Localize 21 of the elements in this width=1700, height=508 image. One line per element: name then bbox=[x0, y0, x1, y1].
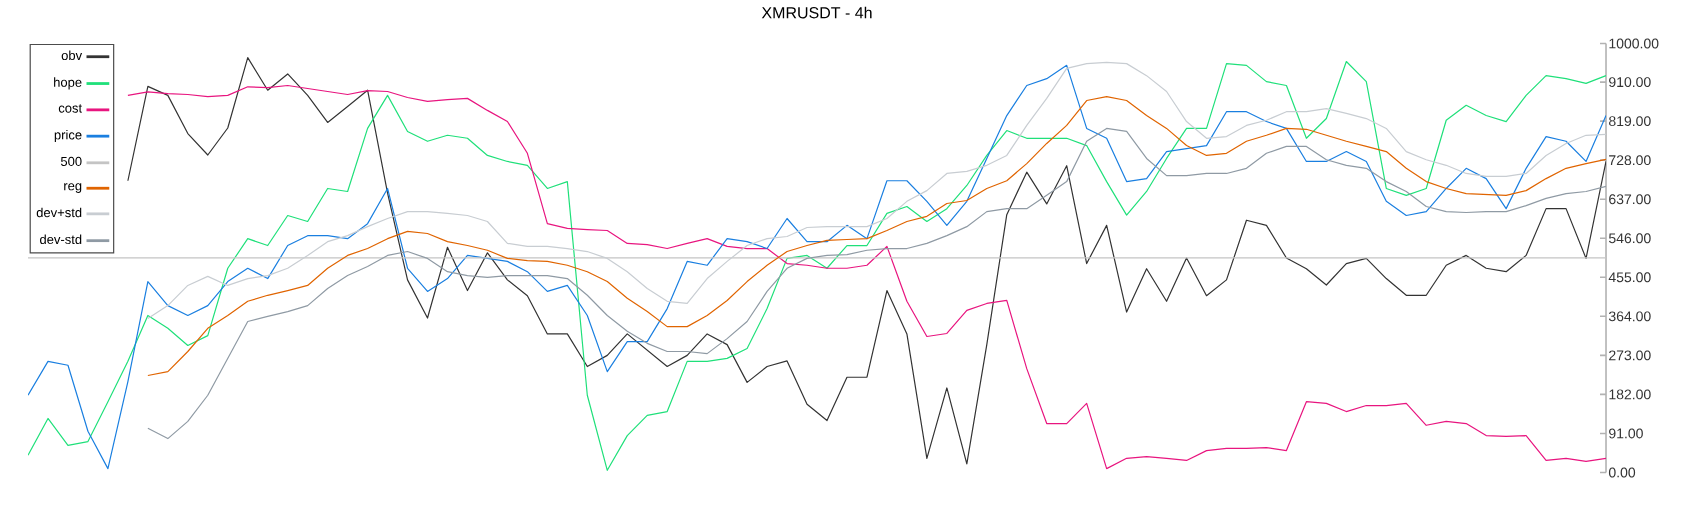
y-tick-label: 455.00 bbox=[1608, 272, 1651, 282]
legend-label: dev-std bbox=[40, 234, 82, 244]
legend-label: dev+std bbox=[36, 207, 82, 217]
legend-label: 500 bbox=[60, 156, 82, 166]
legend-label: obv bbox=[61, 50, 83, 60]
y-tick-label: 364.00 bbox=[1608, 311, 1651, 322]
legend-label: hope bbox=[54, 77, 82, 90]
chart-title: XMRUSDT - 4h bbox=[761, 6, 872, 19]
y-tick-label: 819.00 bbox=[1609, 115, 1651, 126]
y-tick-label: 91.00 bbox=[1609, 428, 1643, 439]
legend-label: price bbox=[54, 129, 82, 142]
legend-label: reg bbox=[64, 183, 82, 193]
y-tick-label: 1000.00 bbox=[1609, 38, 1659, 49]
y-tick-label: 546.00 bbox=[1608, 233, 1651, 243]
y-tick-label: 273.00 bbox=[1609, 350, 1651, 361]
y-tick-label: 0.00 bbox=[1608, 467, 1636, 478]
y-tick-label: 728.00 bbox=[1609, 154, 1651, 165]
legend-label: cost bbox=[58, 103, 82, 113]
y-tick-label: 637.00 bbox=[1609, 194, 1651, 204]
y-tick-label: 910.00 bbox=[1609, 76, 1651, 87]
y-tick-label: 182.00 bbox=[1609, 389, 1651, 400]
